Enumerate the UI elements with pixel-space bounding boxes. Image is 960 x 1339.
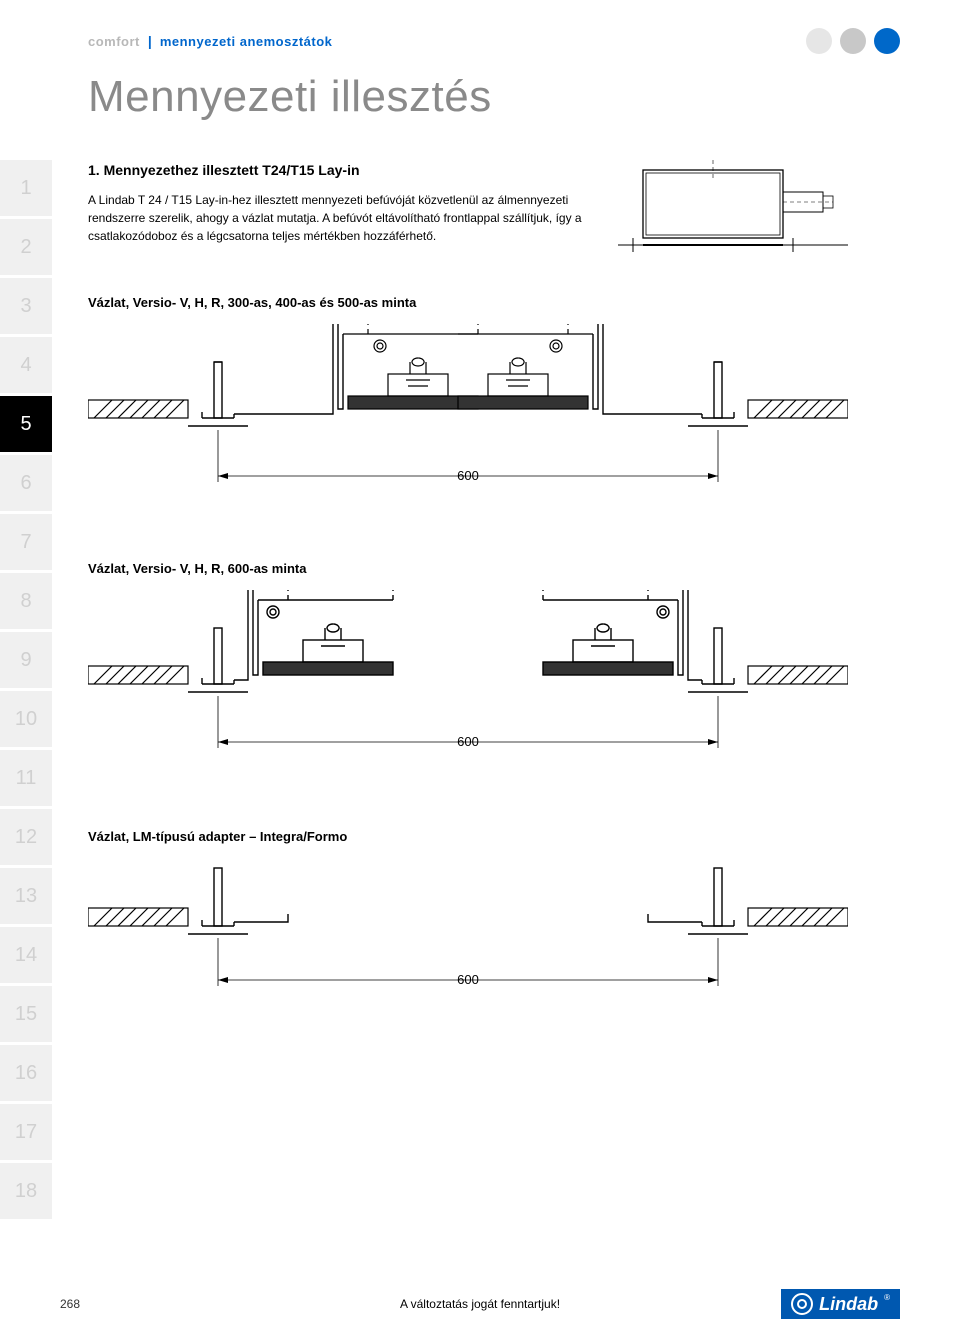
sidebar-item-18[interactable]: 18	[0, 1163, 52, 1219]
sidebar-item-16[interactable]: 16	[0, 1045, 52, 1101]
brand-label: comfort	[88, 34, 140, 49]
diagram3-block: 600	[88, 858, 848, 987]
section1-heading: 1. Mennyezethez illesztett T24/T15 Lay-i…	[88, 160, 588, 181]
category-label: mennyezeti anemosztátok	[160, 34, 333, 49]
sidebar-item-9[interactable]: 9	[0, 632, 52, 688]
intro-text-block: 1. Mennyezethez illesztett T24/T15 Lay-i…	[88, 160, 588, 255]
section1-paragraph: A Lindab T 24 / T15 Lay-in-hez illesztet…	[88, 191, 588, 245]
diagram1-heading: Vázlat, Versio- V, H, R, 300-as, 400-as …	[88, 295, 848, 310]
sidebar-item-6[interactable]: 6	[0, 455, 52, 511]
diagram3-heading: Vázlat, LM-típusú adapter – Integra/Form…	[88, 829, 848, 844]
footer-disclaimer: A változtatás jogát fenntartjuk!	[400, 1297, 560, 1311]
sidebar-item-13[interactable]: 13	[0, 868, 52, 924]
sidebar-item-5[interactable]: 5	[0, 396, 52, 452]
section-index-sidebar: 123456789101112131415161718	[0, 160, 52, 1219]
diagram1-dimension: 600	[88, 468, 848, 483]
sidebar-item-7[interactable]: 7	[0, 514, 52, 570]
sidebar-item-1[interactable]: 1	[0, 160, 52, 216]
diagram2-dimension: 600	[88, 734, 848, 749]
dot-2	[840, 28, 866, 54]
sidebar-item-3[interactable]: 3	[0, 278, 52, 334]
sidebar-item-17[interactable]: 17	[0, 1104, 52, 1160]
main-content: 1. Mennyezethez illesztett T24/T15 Lay-i…	[88, 160, 848, 987]
page-number: 268	[60, 1297, 80, 1311]
sidebar-item-15[interactable]: 15	[0, 986, 52, 1042]
diagram2-block: 600	[88, 590, 848, 749]
sidebar-item-4[interactable]: 4	[0, 337, 52, 393]
dot-3	[874, 28, 900, 54]
intro-side-diagram	[618, 160, 848, 255]
sidebar-item-14[interactable]: 14	[0, 927, 52, 983]
page-title: Mennyezeti illesztés	[88, 72, 492, 122]
page-footer: 268 A változtatás jogát fenntartjuk! Lin…	[60, 1289, 900, 1319]
header-separator: |	[148, 33, 152, 49]
logo-text: Lindab	[819, 1294, 878, 1315]
sidebar-item-2[interactable]: 2	[0, 219, 52, 275]
dot-1	[806, 28, 832, 54]
brand-logo: Lindab ®	[781, 1289, 900, 1319]
sidebar-item-11[interactable]: 11	[0, 750, 52, 806]
intro-row: 1. Mennyezethez illesztett T24/T15 Lay-i…	[88, 160, 848, 255]
logo-icon	[791, 1293, 813, 1315]
diagram1-block: 600	[88, 324, 848, 483]
sidebar-item-12[interactable]: 12	[0, 809, 52, 865]
header-text-group: comfort | mennyezeti anemosztátok	[88, 33, 332, 49]
sidebar-item-8[interactable]: 8	[0, 573, 52, 629]
header-dots	[806, 28, 900, 54]
page-header: comfort | mennyezeti anemosztátok	[88, 28, 900, 54]
diagram3-dimension: 600	[88, 972, 848, 987]
sidebar-item-10[interactable]: 10	[0, 691, 52, 747]
diagram2-heading: Vázlat, Versio- V, H, R, 600-as minta	[88, 561, 848, 576]
logo-registered: ®	[884, 1293, 890, 1302]
